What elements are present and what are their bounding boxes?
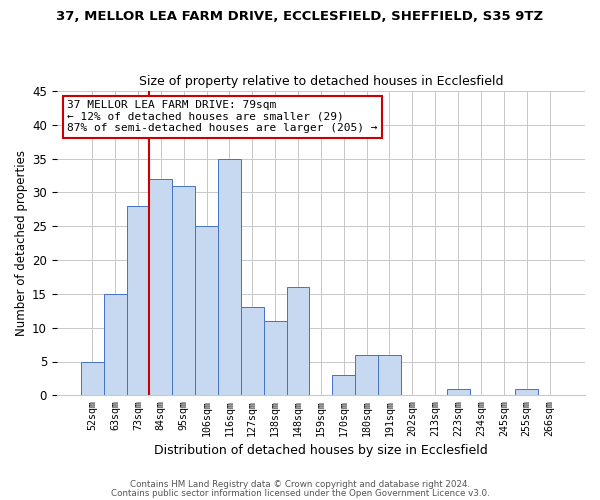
Bar (515, 388, 538, 396)
Bar (218, 158, 241, 396)
Bar (81, 362, 104, 396)
Text: 37, MELLOR LEA FARM DRIVE, ECCLESFIELD, SHEFFIELD, S35 9TZ: 37, MELLOR LEA FARM DRIVE, ECCLESFIELD, … (56, 10, 544, 23)
Bar (127, 206, 149, 396)
Bar (195, 226, 218, 396)
Bar (104, 294, 127, 396)
Title: Size of property relative to detached houses in Ecclesfield: Size of property relative to detached ho… (139, 76, 503, 88)
Bar (355, 354, 378, 396)
Text: Contains HM Land Registry data © Crown copyright and database right 2024.: Contains HM Land Registry data © Crown c… (130, 480, 470, 489)
Bar (287, 287, 310, 396)
Text: Contains public sector information licensed under the Open Government Licence v3: Contains public sector information licen… (110, 488, 490, 498)
X-axis label: Distribution of detached houses by size in Ecclesfield: Distribution of detached houses by size … (154, 444, 488, 458)
Bar (149, 179, 172, 396)
Y-axis label: Number of detached properties: Number of detached properties (15, 150, 28, 336)
Text: 37 MELLOR LEA FARM DRIVE: 79sqm
← 12% of detached houses are smaller (29)
87% of: 37 MELLOR LEA FARM DRIVE: 79sqm ← 12% of… (67, 100, 378, 134)
Bar (378, 354, 401, 396)
Bar (264, 321, 287, 396)
Bar (241, 308, 264, 396)
Bar (172, 186, 195, 396)
Bar (332, 375, 355, 396)
Bar (446, 388, 470, 396)
